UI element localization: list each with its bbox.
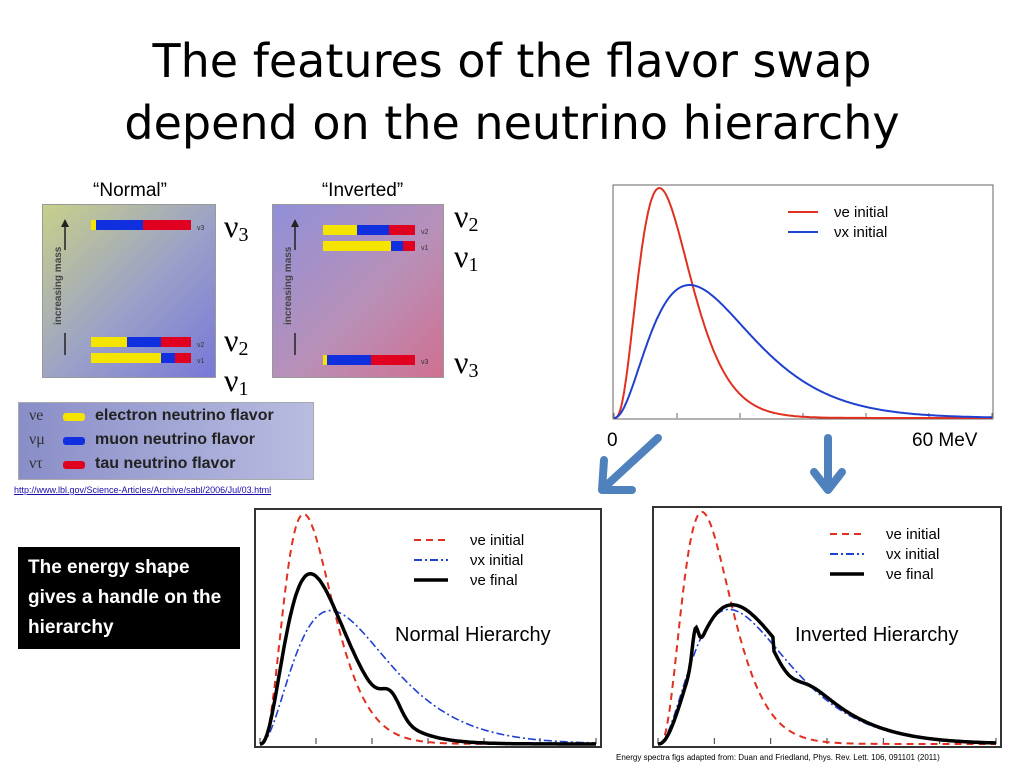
legend-ve-final-label: νe final (470, 572, 518, 589)
ve-initial-line (658, 510, 996, 745)
arrow-to-inverted-icon (810, 434, 846, 494)
source-link[interactable]: http://www.lbl.gov/Science-Articles/Arch… (14, 485, 272, 495)
note-box: The energy shape gives a handle on the h… (18, 547, 240, 649)
legend-symbol-mu: νμ (29, 431, 45, 448)
legend-text-muon: muon neutrino flavor (95, 431, 255, 448)
svg-text:ν1: ν1 (421, 245, 429, 252)
legend-vx-label: νx initial (834, 224, 887, 241)
ve-final-line (657, 603, 996, 746)
legend-swatch-muon (63, 437, 85, 445)
svg-text:increasing mass: increasing mass (283, 246, 294, 325)
legend-text-tau: tau neutrino flavor (95, 455, 236, 472)
initial-spectra-svg: νe initial νx initial (612, 184, 994, 420)
normal-hierarchy-chart: νe initial νx initial νe final (254, 508, 602, 748)
legend-ve-initial-label: νe initial (470, 532, 524, 549)
vx-initial-line (613, 284, 992, 419)
inverted-nu3-label: ν3 (454, 344, 479, 382)
inverted-hierarchy-chart: νe initial νx initial νe final (652, 506, 1002, 748)
inverted-label: “Inverted” (321, 180, 404, 201)
arrow-to-normal-icon (598, 434, 662, 494)
ve-final-line (259, 572, 596, 746)
x-tick-zero: 0 (607, 430, 618, 451)
legend-text-electron: electron neutrino flavor (95, 407, 274, 424)
credit-caption: Energy spectra figs adapted from: Duan a… (616, 753, 940, 762)
normal-hierarchy-svg: νe initial νx initial νe final (259, 512, 597, 746)
plot-frame (612, 184, 994, 420)
increasing-mass-text: increasing mass (53, 246, 64, 325)
inverted-diagram-svg: increasing mass ν2 ν1 ν3 (283, 219, 429, 366)
legend-ve-final-label: νe final (886, 566, 934, 583)
inverted-nu2-label: ν2 (454, 198, 479, 236)
flavor-legend: νe νμ ντ electron neutrino flavor muon n… (18, 402, 314, 480)
legend-vx-initial-label: νx initial (470, 552, 523, 569)
legend-swatch-tau (63, 461, 85, 469)
svg-text:ν3: ν3 (197, 225, 205, 232)
ve-initial-line (613, 186, 992, 419)
svg-text:ν2: ν2 (197, 342, 205, 349)
inverted-hierarchy-diagram: increasing mass ν2 ν1 ν3 (272, 204, 444, 378)
slide-title: The features of the flavor swap depend o… (0, 30, 1024, 154)
initial-spectra-chart: νe initial νx initial (612, 184, 994, 420)
legend-vx-initial-label: νx initial (886, 546, 939, 563)
svg-text:ν1: ν1 (197, 358, 205, 365)
legend-symbol-e: νe (29, 407, 44, 424)
normal-hierarchy-diagram: increasing mass ν3 ν2 ν1 (42, 204, 216, 378)
normal-nu3-label: ν3 (224, 208, 249, 246)
legend-ve-initial-label: νe initial (886, 526, 940, 543)
inverted-hierarchy-label: Inverted Hierarchy (795, 624, 959, 646)
normal-hierarchy-label: Normal Hierarchy (395, 624, 551, 646)
svg-text:ν2: ν2 (421, 229, 429, 236)
x-tick-60mev: 60 MeV (912, 430, 978, 451)
legend-symbol-tau: ντ (29, 455, 43, 472)
normal-diagram-svg: increasing mass ν3 ν2 ν1 (53, 219, 205, 365)
vx-initial-line (657, 608, 996, 745)
legend-ve-label: νe initial (834, 204, 888, 221)
title-line-2: depend on the neutrino hierarchy (124, 96, 900, 150)
normal-nu1-label: ν1 (224, 362, 249, 400)
normal-nu2-label: ν2 (224, 322, 249, 360)
inverted-hierarchy-svg: νe initial νx initial νe final (657, 510, 997, 746)
legend-swatch-electron (63, 413, 85, 421)
inverted-nu1-label: ν1 (454, 238, 479, 276)
title-line-1: The features of the flavor swap (152, 34, 872, 88)
vx-initial-line (259, 609, 596, 745)
svg-text:ν3: ν3 (421, 359, 429, 366)
normal-label: “Normal” (93, 180, 167, 201)
